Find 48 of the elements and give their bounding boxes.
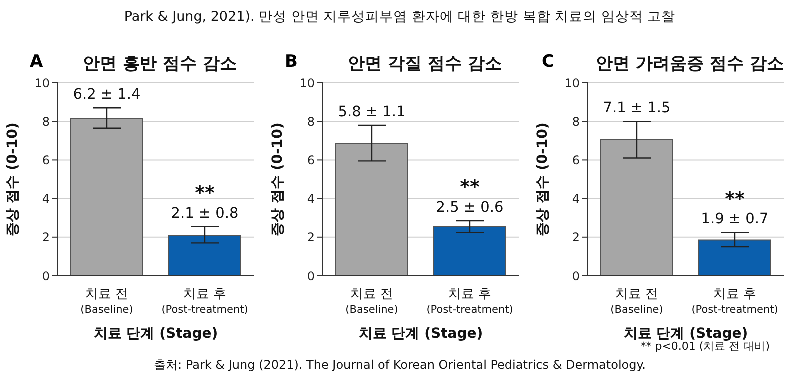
y-tick-label: 4 [307,192,315,206]
annotation: 2.5 ± 0.6 [436,200,504,216]
y-tick-label: 6 [42,153,50,168]
y-axis-title: 증상 점수 (0-10) [4,122,21,236]
x-axis-title: 치료 단계 (Stage) [358,326,484,342]
y-tick-label: 0 [307,269,315,284]
x-tick-label: 치료 전 (Baseline) [346,287,398,316]
y-axis-title: 증상 점수 (0-10) [534,122,551,236]
x-tick-label: 치료 후 (Post-treatment) [692,287,778,316]
y-tick-label: 2 [42,230,50,245]
y-tick-label: 10 [564,76,580,90]
annotation: ** [195,182,215,205]
y-tick-label: 4 [42,192,50,206]
source-note: 출처: Park & Jung (2021). The Journal of Korean Oriental Pediatrics & Dermatology. [153,357,647,374]
x-tick-label: 치료 전 (Baseline) [80,287,134,316]
text: C [542,52,554,72]
text: ** p<0.01 (치료 전 대비) [640,340,770,354]
x-axis-title: 치료 단계 (Stage) [624,326,748,342]
y-tick-label: 2 [307,230,315,245]
y-tick-label: 6 [307,153,315,168]
x-tick-label: 치료 전 (Baseline) [610,287,664,316]
y-tick-label: 4 [572,192,580,206]
text: A [30,52,44,72]
y-tick-label: 10 [300,76,315,90]
y-tick-label: 8 [42,114,50,129]
annotation: ** [725,188,745,210]
chart-title: 안면 각질 점수 감소 [347,53,503,75]
y-tick-label: 10 [34,76,50,90]
y-axis-title: 증상 점수 (0-10) [270,122,286,236]
x-axis-title: 치료 단계 (Stage) [94,326,218,342]
annotation: 2.1 ± 0.8 [171,206,239,222]
y-tick-label: 0 [572,269,580,284]
y-tick-label: 8 [307,114,315,129]
annotation: 7.1 ± 1.5 [603,100,671,117]
chart-title: 안면 가려움증 점수 감소 [595,53,785,75]
annotation: 5.8 ± 1.1 [338,104,406,121]
y-tick-label: 2 [572,230,580,245]
text: B [285,52,298,72]
annotation: 6.2 ± 1.4 [73,87,141,104]
annotation: ** [460,176,480,199]
x-tick-label: 치료 후 (Post-treatment) [162,287,248,316]
annotation: 1.9 ± 0.7 [701,212,769,228]
y-tick-label: 8 [572,114,580,129]
y-tick-label: 0 [42,269,50,284]
chart-title: 안면 홍반 점수 감소 [82,53,238,75]
y-tick-label: 6 [572,153,580,168]
text: Park & Jung, 2021). 만성 안면 지루성피부염 환자에 대한 한방 복합 치료의 임상적 고찰 [123,8,677,26]
x-tick-label: 치료 후 (Post-treatment) [426,287,514,316]
